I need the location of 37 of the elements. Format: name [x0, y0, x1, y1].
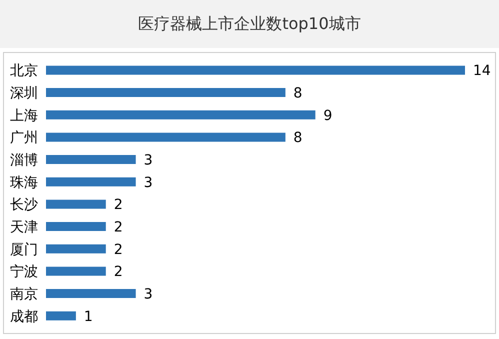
bar — [46, 222, 106, 232]
bar — [46, 289, 136, 298]
data-label: 3 — [144, 286, 153, 303]
data-label: 2 — [114, 242, 123, 258]
bar — [46, 110, 316, 120]
y-tick-label: 广州 — [10, 130, 38, 146]
bar — [46, 311, 76, 320]
y-tick-label: 成都 — [10, 308, 38, 325]
data-label: 14 — [473, 63, 491, 80]
y-tick-label: 上海 — [10, 108, 38, 124]
bar — [46, 155, 136, 164]
y-tick-label: 厦门 — [10, 242, 38, 258]
bar — [46, 244, 106, 254]
bar — [46, 88, 286, 98]
y-tick-label: 南京 — [10, 286, 38, 302]
chart-title: 医疗器械上市企业数top10城市 — [0, 0, 499, 48]
data-label: 2 — [114, 220, 123, 236]
bar — [46, 200, 106, 209]
data-label: 1 — [84, 308, 93, 325]
bar — [46, 132, 286, 142]
bar — [46, 177, 136, 186]
y-tick-label: 长沙 — [10, 197, 38, 214]
data-label: 8 — [293, 86, 302, 102]
y-tick-label: 深圳 — [10, 85, 38, 102]
y-tick-label: 北京 — [10, 63, 38, 80]
data-label: 3 — [144, 152, 153, 169]
y-tick-label: 天津 — [10, 219, 38, 236]
y-tick-label: 淄博 — [10, 152, 38, 168]
data-label: 3 — [144, 174, 153, 191]
data-label: 2 — [114, 197, 123, 214]
data-label: 2 — [114, 264, 123, 280]
data-label: 9 — [323, 108, 332, 124]
y-tick-label: 宁波 — [10, 264, 38, 280]
bar — [46, 266, 106, 276]
data-label: 8 — [293, 130, 302, 146]
bar — [46, 66, 465, 75]
y-tick-label: 珠海 — [10, 174, 38, 191]
